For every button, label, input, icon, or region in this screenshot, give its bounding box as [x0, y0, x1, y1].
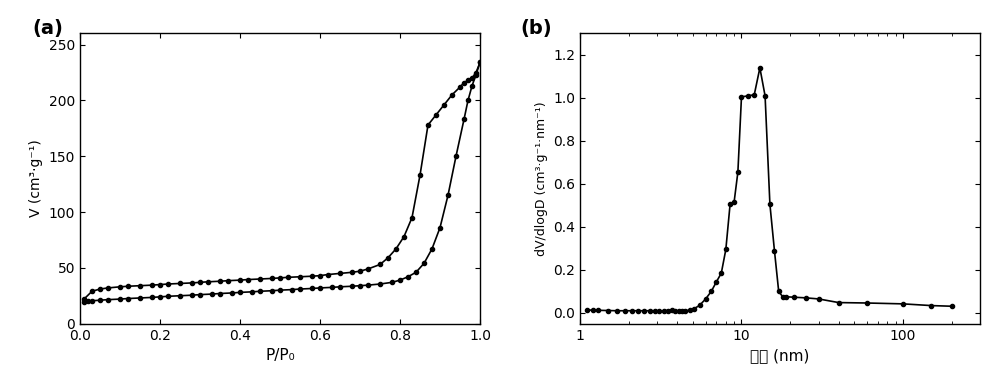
Text: (a): (a): [32, 19, 63, 38]
Text: (b): (b): [520, 19, 552, 38]
X-axis label: P/P₀: P/P₀: [265, 348, 295, 363]
Y-axis label: V (cm³·g⁻¹): V (cm³·g⁻¹): [29, 140, 43, 218]
X-axis label: 孔径 (nm): 孔径 (nm): [750, 348, 810, 363]
Y-axis label: dV/dlogD (cm³·g⁻¹·nm⁻¹): dV/dlogD (cm³·g⁻¹·nm⁻¹): [535, 101, 548, 256]
